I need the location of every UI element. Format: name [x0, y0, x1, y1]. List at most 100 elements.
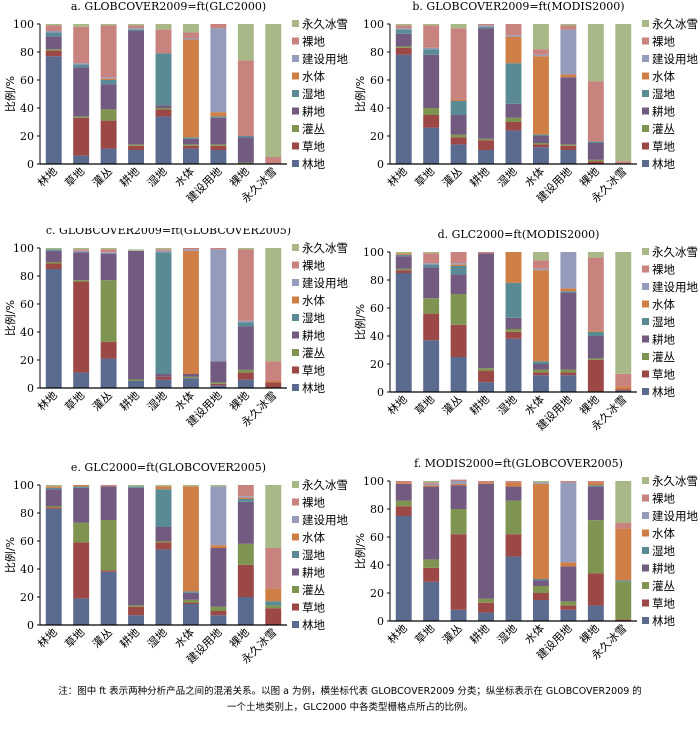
legend-swatch — [642, 512, 649, 519]
chart-svg: f. MODIS2000=ft(GLOBCOVER2005) 比例/% 0 20 40 6… — [353, 457, 698, 662]
bar-segment — [478, 140, 495, 150]
bar-segment — [128, 606, 145, 616]
y-tick-label: 80 — [370, 503, 384, 516]
y-axis-label: 比例/% — [3, 300, 17, 336]
bar-segment — [478, 612, 495, 621]
legend-swatch — [292, 296, 299, 304]
bar-segment — [100, 249, 117, 253]
bar-segment — [532, 372, 549, 376]
bar-segment — [237, 136, 254, 138]
bar-segment — [237, 162, 254, 164]
bar-segment — [155, 379, 172, 388]
legend-label: 灌丛 — [302, 122, 325, 136]
y-tick-label: 100 — [13, 242, 34, 255]
bar-segment — [395, 252, 412, 254]
bar-segment — [395, 273, 412, 392]
bar-segment — [45, 250, 62, 262]
bar-segment — [265, 24, 282, 157]
bar-segment — [45, 485, 62, 487]
bar-segment — [210, 485, 227, 487]
bar-segment — [100, 570, 117, 572]
legend-label: 林地 — [302, 381, 325, 395]
chart-svg: c. GLOBCOVER2009=ft(GLOBCOVER2005) 比例/% 0 2… — [3, 228, 348, 429]
x-tick-label: 林地 — [34, 388, 59, 413]
bar-segment — [265, 601, 282, 606]
bar-segment — [478, 252, 495, 254]
bar-segment — [478, 371, 495, 383]
bar-segment — [45, 25, 62, 31]
bar-segment — [450, 137, 467, 145]
y-tick-label: 100 — [13, 479, 34, 492]
bar-segment — [395, 516, 412, 621]
bar-segment — [210, 382, 227, 384]
bar-segment — [505, 130, 522, 164]
bar-segment — [560, 74, 577, 78]
bar-segment — [560, 609, 577, 621]
y-tick-label: 100 — [363, 18, 384, 31]
legend-swatch — [292, 244, 299, 251]
bar-segment — [532, 369, 549, 373]
bar-segment — [128, 250, 145, 380]
legend-swatch — [642, 318, 649, 325]
bar-segment — [478, 253, 495, 369]
bar-segment — [423, 25, 440, 48]
legend-swatch — [642, 107, 649, 115]
legend-label: 永久冰雪 — [302, 478, 348, 492]
bar-segment — [45, 24, 62, 26]
legend-swatch — [292, 279, 299, 286]
bar-segment — [423, 559, 440, 568]
bar-segment — [237, 501, 254, 544]
bar-segment — [237, 597, 254, 625]
bar-segment — [532, 580, 549, 586]
bar-segment — [450, 252, 467, 264]
bar-segment — [237, 137, 254, 163]
x-tick-label: 林地 — [384, 621, 409, 646]
bar-segment — [478, 598, 495, 603]
bar-segment — [182, 486, 199, 592]
bar-segment — [450, 485, 467, 509]
x-tick-label: 林地 — [34, 164, 59, 189]
bar-segment — [505, 252, 522, 283]
bar-segment — [128, 615, 145, 625]
bar-segment — [450, 481, 467, 484]
legend-swatch — [292, 107, 299, 115]
bar-segment — [615, 523, 632, 529]
bar-segment — [587, 336, 604, 359]
bar-segment — [182, 248, 199, 250]
bar-segment — [450, 266, 467, 275]
legend-label: 草地 — [302, 601, 325, 615]
bar-segment — [237, 379, 254, 388]
bar-segment — [423, 567, 440, 582]
bar-segment — [73, 598, 90, 625]
bar-segment — [615, 481, 632, 523]
bar-segment — [237, 497, 254, 499]
bar-segment — [423, 483, 440, 486]
legend-label: 水体 — [302, 70, 325, 84]
bar-segment — [395, 33, 412, 47]
x-tick-label: 湿地 — [495, 622, 520, 647]
bar-segment — [210, 112, 227, 117]
bar-segment — [532, 364, 549, 370]
legend-label: 裸地 — [302, 259, 325, 273]
x-tick-label: 耕地 — [117, 625, 142, 650]
legend-label: 建设用地 — [652, 280, 698, 294]
bar-segment — [182, 144, 199, 146]
bar-segment — [587, 161, 604, 164]
y-tick-label: 0 — [377, 158, 384, 171]
bar-segment — [532, 375, 549, 392]
bar-segment — [395, 270, 412, 273]
bar-segment — [395, 481, 412, 483]
bar-segment — [100, 77, 117, 79]
bar-segment — [587, 141, 604, 143]
legend-label: 灌丛 — [652, 579, 675, 593]
bar-segment — [237, 372, 254, 380]
bar-segment — [560, 566, 577, 602]
bar-segment — [615, 252, 632, 374]
legend-label: 林地 — [652, 157, 675, 171]
bar-segment — [45, 31, 62, 33]
bar-segment — [73, 117, 90, 156]
bar-segment — [560, 24, 577, 26]
bar-segment — [615, 581, 632, 620]
bar-segment — [265, 248, 282, 362]
legend-label: 裸地 — [302, 496, 325, 510]
